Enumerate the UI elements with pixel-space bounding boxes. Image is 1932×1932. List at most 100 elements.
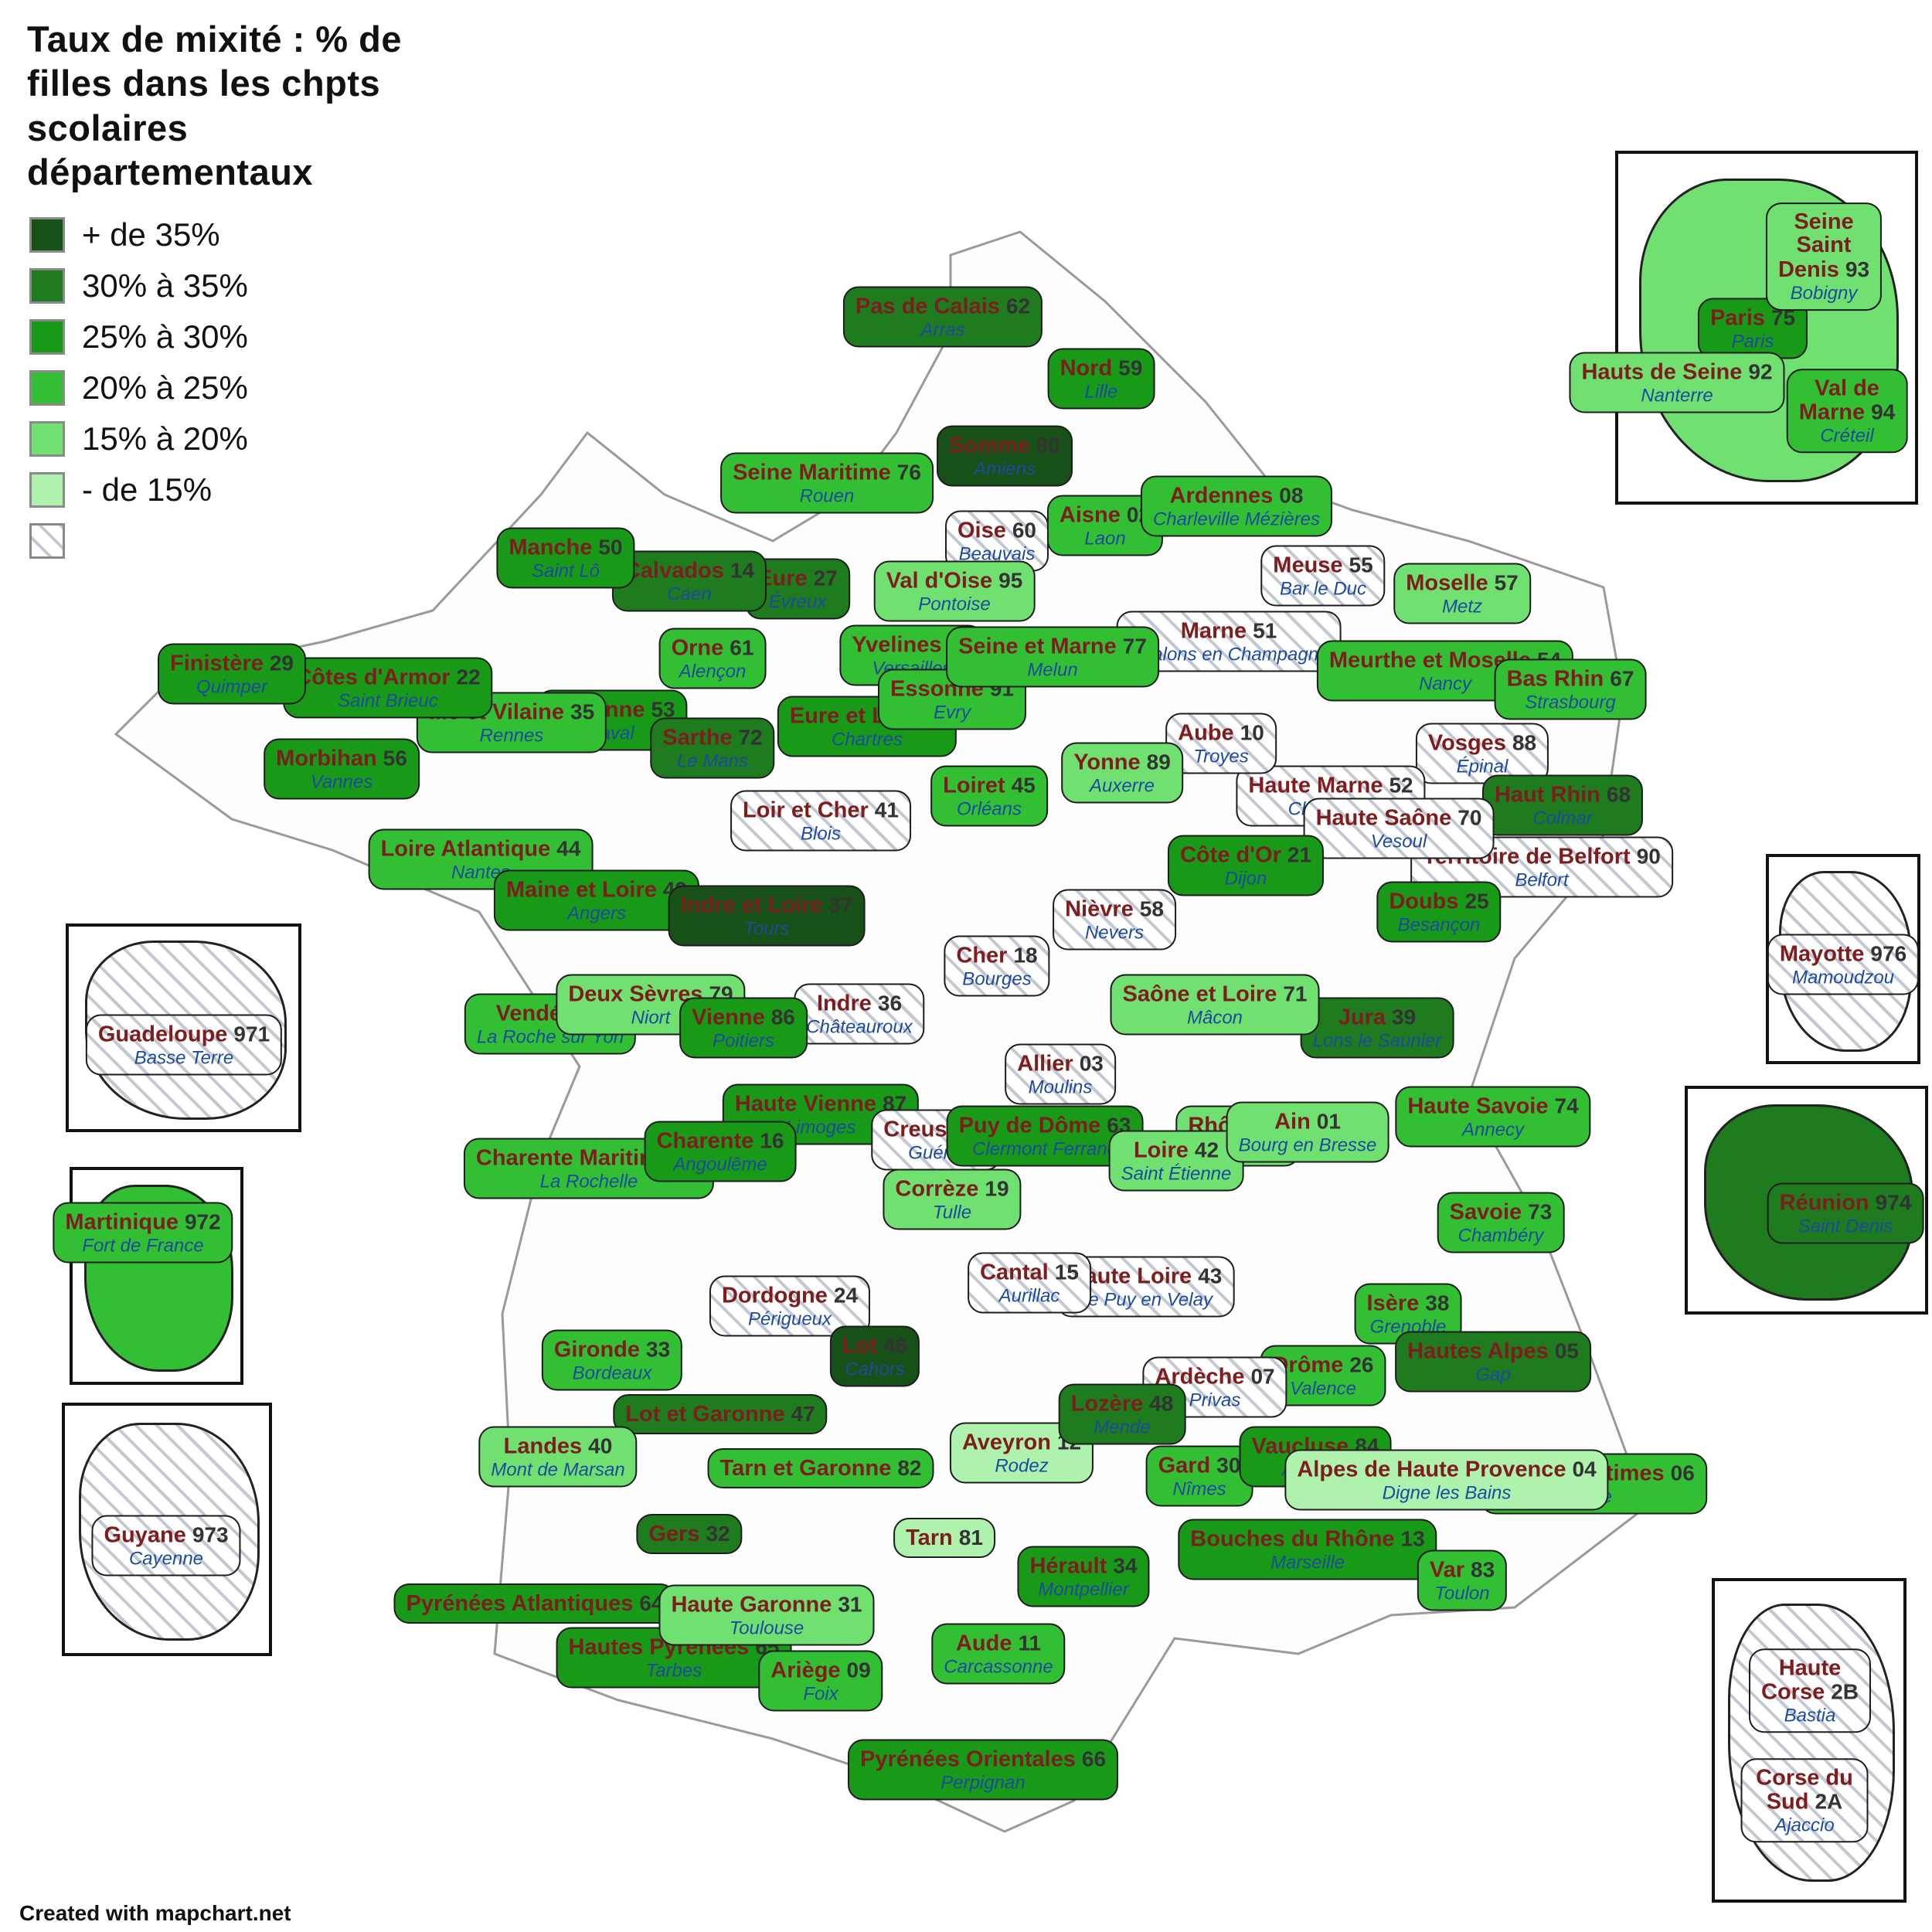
- department-number: 76: [896, 460, 921, 485]
- department-48[interactable]: Lozère 48 Mende: [1058, 1383, 1186, 1445]
- prefecture-city-label: Nîmes: [1172, 1478, 1226, 1500]
- department-55[interactable]: Meuse 55 Bar le Duc: [1260, 545, 1386, 607]
- department-13[interactable]: Bouches du Rhône 13 Marseille: [1178, 1519, 1437, 1580]
- department-name: Var: [1429, 1557, 1465, 1583]
- department-name: Hérault: [1029, 1553, 1107, 1579]
- department-45[interactable]: Loiret 45 Orléans: [930, 765, 1048, 827]
- department-66[interactable]: Pyrénées Orientales 66 Perpignan: [847, 1739, 1119, 1801]
- department-22[interactable]: Côtes d'Armor 22 Saint Brieuc: [283, 657, 493, 719]
- department-05[interactable]: Hautes Alpes 05 Gap: [1395, 1331, 1591, 1393]
- department-2A[interactable]: Corse du Sud 2A Ajaccio: [1740, 1758, 1869, 1843]
- department-67[interactable]: Bas Rhin 67 Strasbourg: [1494, 658, 1647, 720]
- department-44[interactable]: Loire Atlantique 44 Nantes: [368, 828, 594, 890]
- department-16[interactable]: Charente 16 Angoulême: [644, 1121, 797, 1182]
- department-92[interactable]: Hauts de Seine 92 Nanterre: [1569, 352, 1785, 413]
- department-50[interactable]: Manche 50 Saint Lô: [496, 527, 635, 589]
- prefecture-city-label: Blois: [800, 823, 842, 845]
- department-10[interactable]: Aube 10 Troyes: [1165, 713, 1277, 774]
- department-03[interactable]: Allier 03 Moulins: [1005, 1043, 1116, 1105]
- department-81[interactable]: Tarn 81: [893, 1518, 995, 1558]
- department-86[interactable]: Vienne 86 Poitiers: [679, 997, 808, 1059]
- department-42[interactable]: Loire 42 Saint Étienne: [1108, 1130, 1244, 1192]
- department-name: Corrèze: [895, 1176, 979, 1202]
- department-15[interactable]: Cantal 15 Aurillac: [968, 1252, 1091, 1314]
- department-name: Paris: [1709, 305, 1765, 331]
- department-2B[interactable]: Haute Corse 2B Bastia: [1749, 1648, 1871, 1733]
- department-19[interactable]: Corrèze 19 Tulle: [883, 1168, 1022, 1230]
- department-name: Somme: [949, 433, 1030, 458]
- department-68[interactable]: Haut Rhin 68 Colmar: [1481, 774, 1644, 836]
- department-21[interactable]: Côte d'Or 21 Dijon: [1167, 835, 1325, 896]
- department-number: 71: [1283, 981, 1308, 1006]
- department-name: Loire Atlantique: [380, 836, 551, 862]
- department-76[interactable]: Seine Maritime 76 Rouen: [720, 452, 934, 514]
- prefecture-city-label: Créteil: [1820, 425, 1874, 447]
- department-71[interactable]: Saône et Loire 71 Mâcon: [1110, 974, 1320, 1036]
- department-973[interactable]: Guyane 973 Cayenne: [91, 1515, 241, 1577]
- department-36[interactable]: Indre 36 Châteauroux: [794, 983, 925, 1045]
- department-25[interactable]: Doubs 25 Besançon: [1376, 881, 1502, 943]
- department-94[interactable]: Val de Marne 94 Créteil: [1786, 369, 1908, 454]
- department-41[interactable]: Loir et Cher 41 Blois: [730, 790, 911, 852]
- department-name: Martinique: [65, 1209, 179, 1235]
- department-57[interactable]: Moselle 57 Metz: [1393, 563, 1531, 624]
- department-82[interactable]: Tarn et Garonne 82: [707, 1448, 934, 1488]
- department-54[interactable]: Meurthe et Moselle54Nancy: [1316, 640, 1574, 702]
- department-89[interactable]: Yonne 89 Auxerre: [1061, 742, 1183, 804]
- department-33[interactable]: Gironde 33 Bordeaux: [541, 1329, 683, 1391]
- prefecture-city-label: Angers: [566, 903, 627, 924]
- department-24[interactable]: Dordogne 24 Périgueux: [709, 1275, 871, 1337]
- department-93[interactable]: Seine Saint Denis 93 Bobigny: [1765, 202, 1883, 311]
- department-58[interactable]: Nièvre 58 Nevers: [1053, 889, 1176, 951]
- department-01[interactable]: Ain 01 Bourg en Bresse: [1226, 1101, 1389, 1163]
- department-number: 973: [192, 1522, 229, 1547]
- department-name: Aube: [1178, 720, 1234, 746]
- department-09[interactable]: Ariège 09 Foix: [758, 1650, 883, 1712]
- department-976[interactable]: Mayotte 976 Mamoudzou: [1767, 934, 1920, 995]
- prefecture-city-label: Gap: [1475, 1364, 1511, 1386]
- department-80[interactable]: Somme 80 Amiens: [937, 425, 1073, 487]
- department-64[interactable]: Pyrénées Atlantiques 64: [393, 1583, 676, 1624]
- department-18[interactable]: Cher 18 Bourges: [944, 935, 1050, 997]
- department-972[interactable]: Martinique 972 Fort de France: [53, 1202, 233, 1264]
- department-name: Loiret: [943, 773, 1005, 798]
- department-40[interactable]: Landes 40 Mont de Marsan: [478, 1426, 638, 1488]
- department-11[interactable]: Aude 11 Carcassonne: [931, 1623, 1066, 1685]
- department-49[interactable]: Maine et Loire49Angers: [493, 869, 700, 931]
- department-971[interactable]: Guadeloupe 971 Basse Terre: [85, 1014, 283, 1076]
- department-name: Loire: [1133, 1138, 1189, 1163]
- department-83[interactable]: Var 83 Toulon: [1417, 1549, 1508, 1611]
- department-14[interactable]: Calvados 14 Caen: [611, 550, 767, 612]
- department-37[interactable]: Indre et Loire 37 Tours: [668, 885, 866, 947]
- department-name: Aude: [955, 1631, 1012, 1656]
- department-39[interactable]: Jura 39 Lons le Saunier: [1300, 997, 1454, 1059]
- department-29[interactable]: Finistère 29 Quimper: [157, 643, 307, 705]
- department-95[interactable]: Val d'Oise 95 Pontoise: [873, 560, 1036, 622]
- department-56[interactable]: Morbihan 56 Vannes: [264, 738, 420, 800]
- department-08[interactable]: Ardennes 08 Charleville Mézières: [1140, 475, 1333, 537]
- department-88[interactable]: Vosges 88 Épinal: [1415, 723, 1549, 784]
- department-47[interactable]: Lot et Garonne 47: [613, 1394, 828, 1434]
- prefecture-city-label: Lons le Saunier: [1312, 1030, 1442, 1052]
- department-974[interactable]: Réunion 974 Saint Denis: [1767, 1182, 1924, 1244]
- department-name: Isère: [1366, 1291, 1420, 1316]
- prefecture-city-label: Melun: [1027, 659, 1078, 681]
- department-34[interactable]: Hérault 34 Montpellier: [1017, 1546, 1150, 1607]
- department-77[interactable]: Seine et Marne 77 Melun: [946, 626, 1159, 688]
- department-73[interactable]: Savoie 73 Chambéry: [1437, 1192, 1565, 1253]
- department-62[interactable]: Pas de Calais 62 Arras: [842, 286, 1043, 348]
- department-32[interactable]: Gers 32: [636, 1514, 743, 1554]
- department-70[interactable]: Haute Saône 70 Vesoul: [1303, 798, 1495, 859]
- department-74[interactable]: Haute Savoie 74 Annecy: [1395, 1086, 1591, 1148]
- department-46[interactable]: Lot 46 Cahors: [829, 1325, 920, 1387]
- department-name: Aisne: [1059, 502, 1121, 528]
- department-04[interactable]: Alpes de Haute Provence 04 Digne les Bains: [1284, 1449, 1609, 1511]
- department-61[interactable]: Orne 61 Alençon: [658, 628, 767, 689]
- department-name: Lot et Garonne: [625, 1402, 785, 1427]
- department-59[interactable]: Nord 59 Lille: [1047, 348, 1155, 410]
- department-name: Mayotte: [1779, 941, 1865, 967]
- department-30[interactable]: Gard 30 Nîmes: [1145, 1445, 1253, 1507]
- department-31[interactable]: Haute Garonne 31 Toulouse: [658, 1584, 875, 1646]
- legend-row-15_20: 15% à 20%: [29, 419, 248, 459]
- department-72[interactable]: Sarthe 72 Le Mans: [650, 717, 775, 779]
